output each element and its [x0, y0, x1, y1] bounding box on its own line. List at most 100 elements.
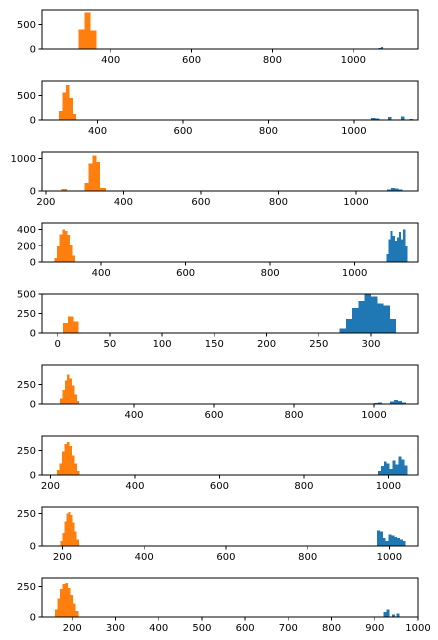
histogram-bar — [75, 610, 79, 617]
y-tick-label: 250 — [17, 582, 36, 593]
y-tick-label: 0 — [30, 258, 36, 269]
y-tick-label: 0 — [30, 116, 36, 127]
x-tick-label: 800 — [261, 268, 280, 279]
histogram-bar — [59, 463, 62, 475]
subplot-9: 200 300 400 500 600 700 800 900 1000 0 250 — [17, 577, 431, 634]
histogram-bar — [377, 303, 384, 333]
histogram-bar — [397, 538, 401, 546]
x-tick-label: 1000 — [376, 481, 401, 492]
histogram-bar — [395, 464, 399, 475]
x-tick-label: 800 — [298, 552, 317, 563]
histogram-bar — [398, 456, 402, 475]
histogram-bar — [60, 398, 63, 404]
histogram-bar — [380, 466, 384, 475]
histogram-bar — [70, 595, 74, 617]
y-tick-label: 250 — [17, 509, 36, 520]
histogram-bar — [383, 461, 387, 475]
histogram-bar — [92, 155, 97, 191]
series-blue — [383, 609, 400, 618]
histogram-bar — [345, 318, 353, 333]
x-tick-label: 400 — [92, 268, 111, 279]
x-tick-label: 300 — [361, 339, 380, 350]
x-tick-label: 700 — [279, 623, 298, 634]
histogram-bar — [374, 402, 378, 404]
histogram-bar — [390, 231, 393, 263]
histogram-bar — [402, 540, 406, 546]
y-tick-label: 0 — [30, 187, 36, 198]
histogram-bar — [60, 540, 63, 546]
histogram-bar — [401, 239, 404, 262]
x-tick-label: 400 — [135, 552, 154, 563]
histogram-bar — [65, 582, 68, 618]
histogram-bar — [371, 296, 378, 333]
histogram-bar — [388, 239, 391, 262]
axes-frame — [41, 9, 419, 50]
y-tick-label: 200 — [17, 241, 36, 252]
x-tick-label: 1000 — [405, 623, 430, 634]
histogram-bar — [377, 471, 381, 475]
y-tick-label: 250 — [17, 309, 36, 320]
histogram-bar — [56, 470, 60, 476]
subplot-7: 200 400 600 800 1000 0 250 — [17, 435, 419, 492]
histogram-bar — [60, 588, 63, 617]
subplot-6: 400 600 800 1000 0 250 — [17, 364, 419, 421]
histogram-bar — [375, 118, 380, 120]
axes-frame — [41, 577, 419, 618]
y-tick-label: 0 — [30, 45, 36, 56]
histogram-bar — [78, 29, 85, 49]
histogram-bar — [386, 463, 390, 475]
subplot-1: 400 600 800 1000 0 500 — [17, 9, 419, 66]
histogram-bar — [394, 240, 397, 263]
x-tick-label: 900 — [365, 623, 384, 634]
x-tick-label: 400 — [101, 55, 120, 66]
histogram-bar — [66, 513, 69, 546]
y-tick-label: 400 — [17, 225, 36, 236]
series-blue — [386, 229, 408, 263]
histogram-bar — [77, 471, 80, 475]
histogram-bar — [62, 389, 65, 404]
histogram-bar — [100, 187, 106, 191]
histogram-bar — [68, 316, 74, 333]
histogram-bar — [59, 111, 63, 120]
histogram-bar — [371, 118, 376, 120]
histogram-bar — [62, 92, 66, 120]
histogram-bar — [69, 445, 72, 475]
x-tick-label: 600 — [173, 126, 192, 137]
histogram-bar — [386, 189, 391, 192]
histogram-bar — [386, 253, 389, 263]
axes-frame — [41, 80, 419, 121]
histogram-bar — [72, 522, 75, 546]
histogram-bar — [394, 188, 399, 191]
axes-frame — [41, 151, 419, 192]
histogram-bar — [64, 380, 68, 404]
histogram-bar — [398, 189, 403, 191]
histogram-bar — [67, 235, 70, 262]
histogram-bar — [398, 231, 402, 262]
histogram-bar — [65, 84, 70, 120]
histogram-bar — [74, 463, 78, 475]
histogram-bar — [383, 612, 387, 618]
histogram-bar — [382, 538, 386, 546]
histogram-bar — [388, 534, 392, 546]
histogram-bar — [69, 244, 73, 262]
histogram-bar — [57, 245, 60, 262]
x-tick-label: 150 — [205, 339, 224, 350]
histogram-bar — [88, 163, 93, 192]
histogram-bar — [364, 294, 371, 333]
y-tick-label: 500 — [17, 20, 36, 31]
x-tick-label: 1000 — [341, 126, 366, 137]
x-tick-label: 300 — [106, 623, 125, 634]
y-tick-label: 0 — [30, 471, 36, 482]
histogram-bar — [76, 539, 79, 546]
series-blue — [377, 456, 408, 476]
histogram-bar — [54, 609, 58, 617]
histogram-bar — [377, 530, 380, 546]
histogram-bar — [67, 374, 70, 404]
x-tick-label: 400 — [114, 197, 133, 208]
histogram-bar — [96, 161, 101, 191]
subplot-8: 200 400 600 800 1000 0 250 — [17, 506, 419, 563]
subplot-5: 0 50 100 150 200 250 300 0 250 500 — [17, 290, 419, 350]
x-tick-label: 600 — [216, 552, 235, 563]
histogram-bar — [90, 30, 97, 49]
x-tick-label: 1000 — [343, 197, 368, 208]
